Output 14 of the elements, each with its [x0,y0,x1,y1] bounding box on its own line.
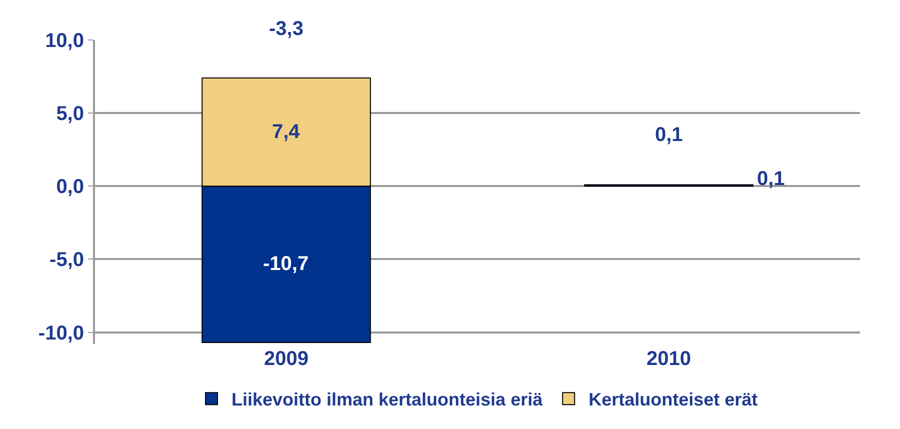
x-tick-label: 2010 [646,348,691,370]
legend-label: Kertaluonteiset erät [588,390,758,410]
data-label: -10,7 [263,253,309,275]
y-tick-label: 5,0 [56,103,84,126]
y-tick-label: -5,0 [50,249,84,272]
data-label: 7,4 [272,121,301,143]
y-tick-label: 0,0 [56,176,84,198]
total-label: 0,1 [757,168,785,190]
x-tick-label: 2009 [264,348,308,370]
total-label: -3,3 [269,18,304,40]
y-tick-label: 10,0 [45,30,84,52]
legend-label: Liikevoitto ilman kertaluonteisia eriä [232,390,544,410]
y-tick-label: -10,0 [38,322,84,344]
data-label: 0,1 [655,124,683,146]
